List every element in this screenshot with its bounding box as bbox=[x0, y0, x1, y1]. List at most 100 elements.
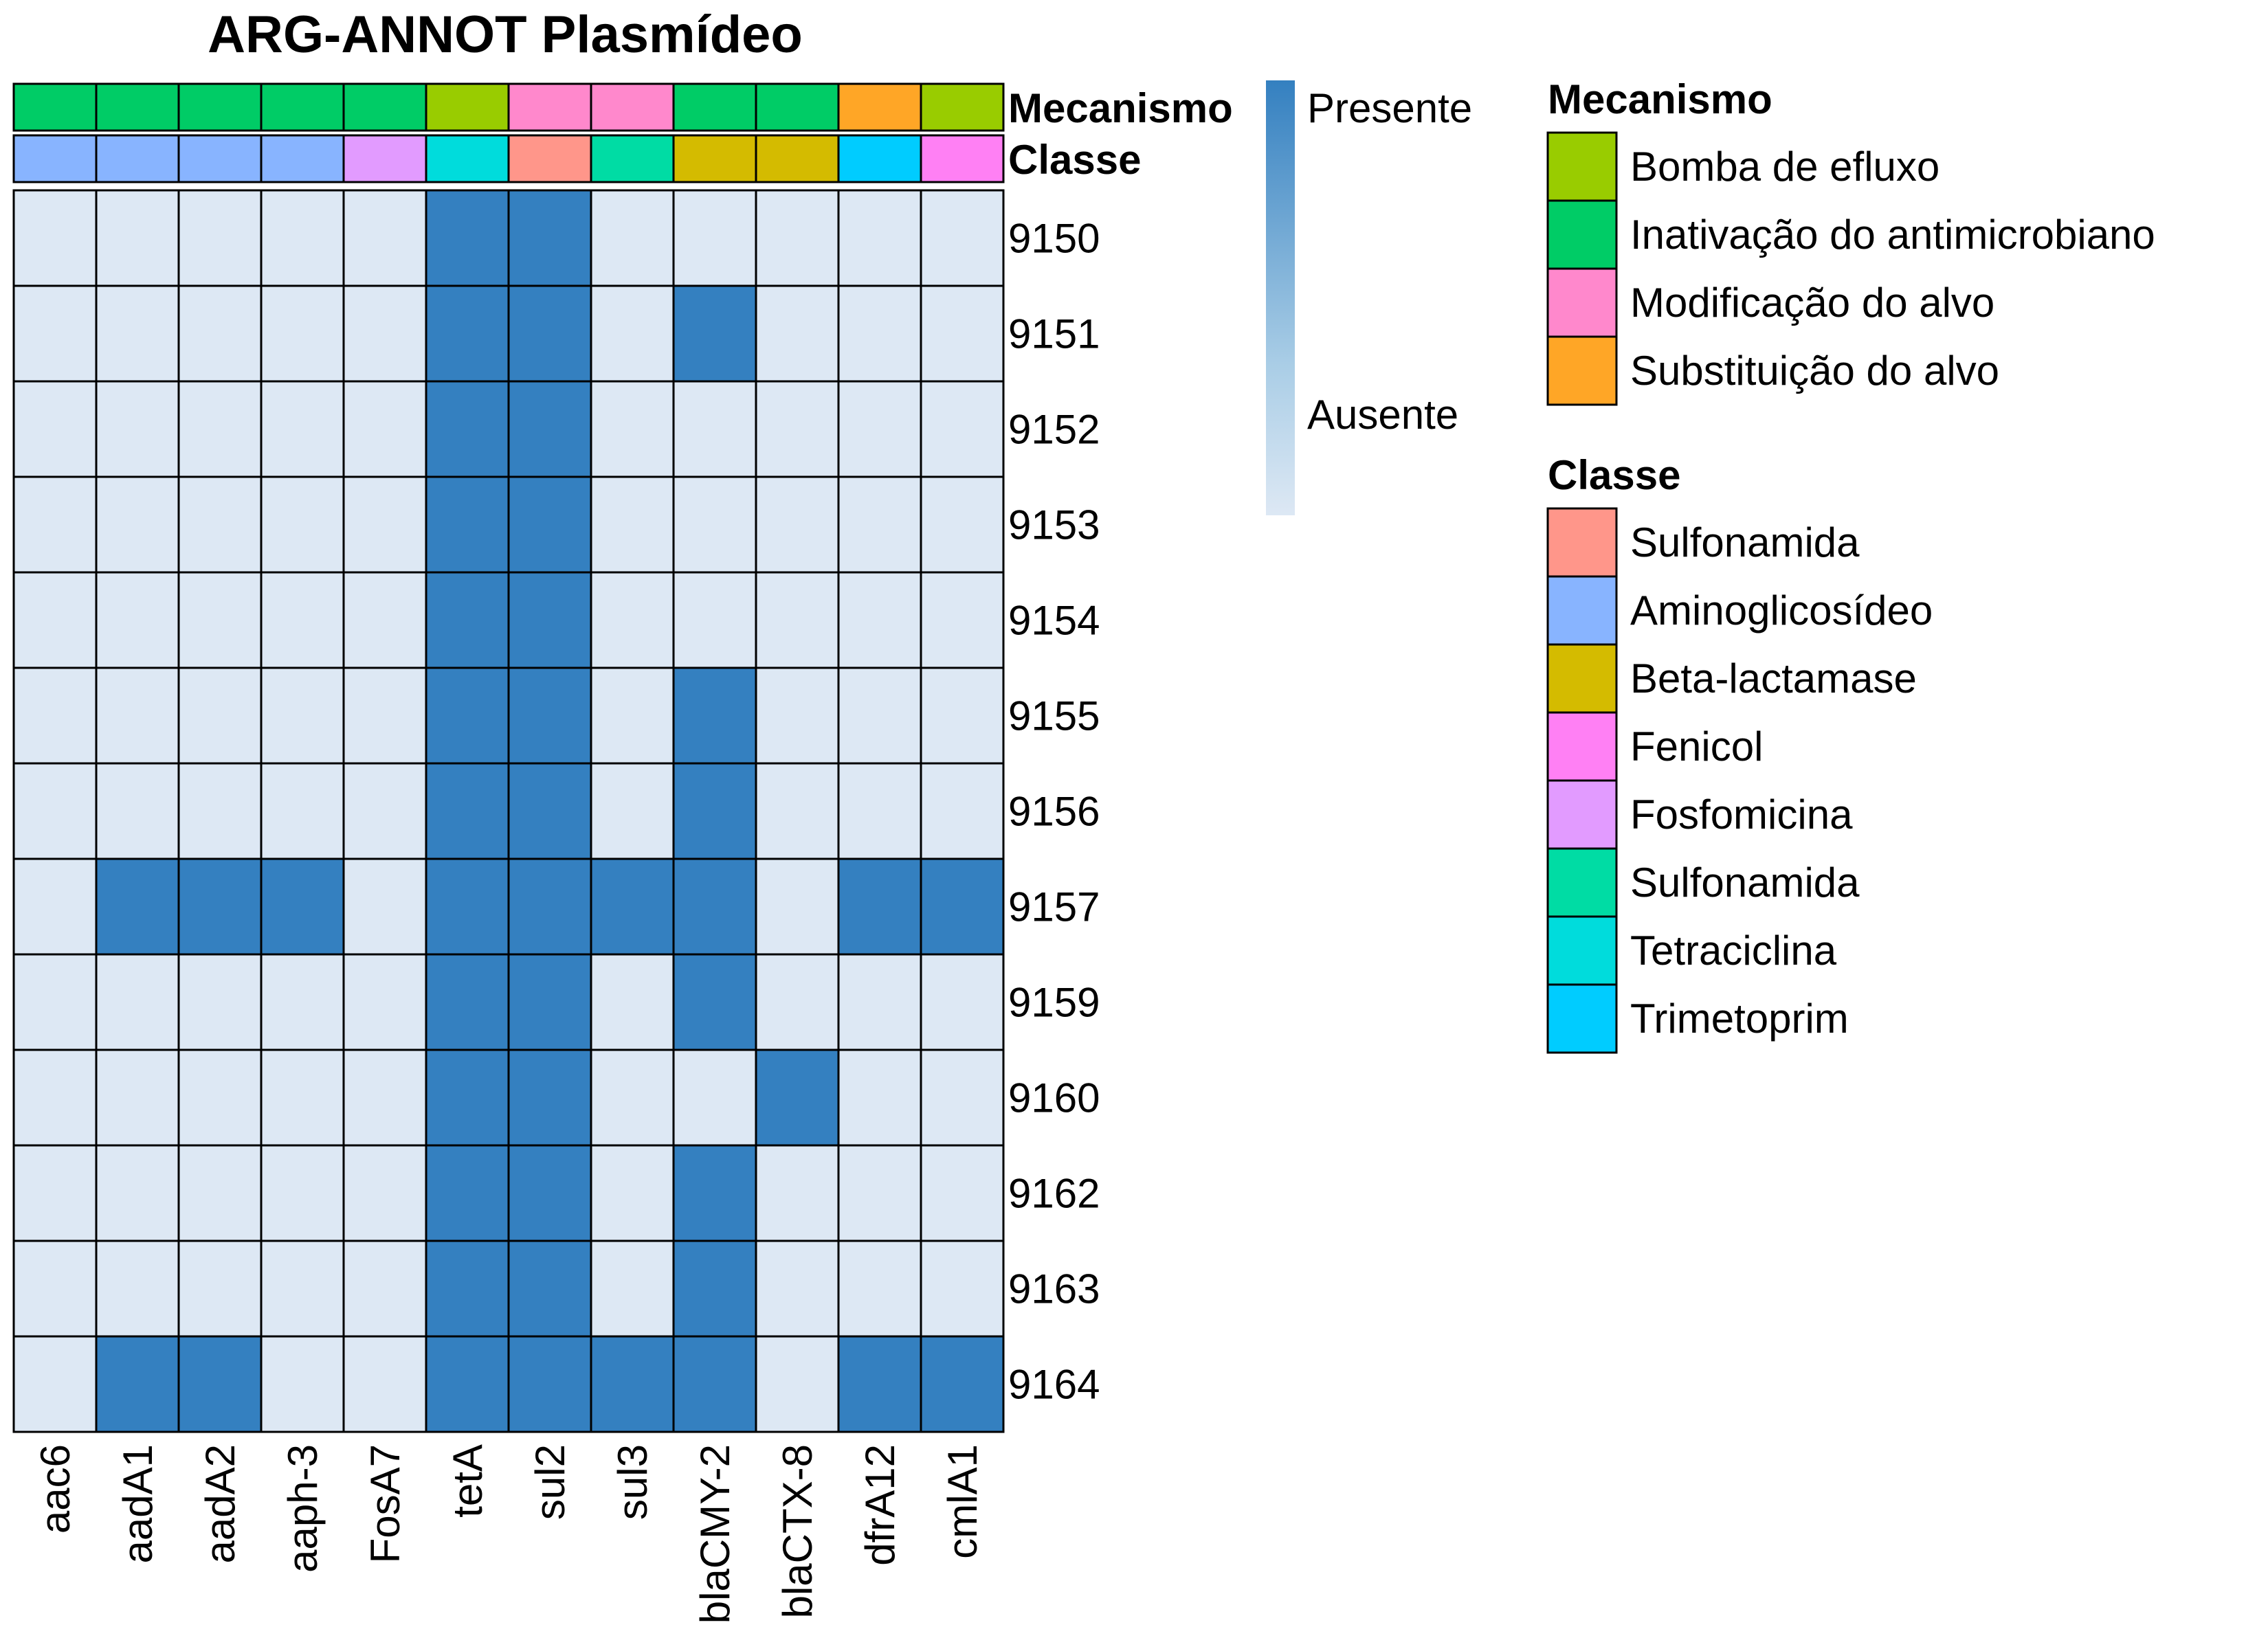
heatmap-cell-9159-blaCMY-2 bbox=[672, 953, 757, 1051]
classe-cell-FosA7 bbox=[342, 134, 427, 183]
heatmap-cell-9152-blaCTX-8 bbox=[755, 380, 840, 478]
heatmap-cell-9164-blaCTX-8 bbox=[755, 1335, 840, 1433]
heatmap-cell-9155-FosA7 bbox=[342, 666, 427, 765]
heatmap-cell-9163-FosA7 bbox=[342, 1239, 427, 1338]
heatmap-cell-9159-aaph-3 bbox=[260, 953, 345, 1051]
heatmap-cell-9162-blaCMY-2 bbox=[672, 1144, 757, 1242]
heatmap-cell-9162-sul3 bbox=[590, 1144, 675, 1242]
legend-swatch bbox=[1546, 847, 1618, 918]
heatmap-cell-9154-aadA1 bbox=[95, 571, 180, 669]
heatmap-cell-9153-FosA7 bbox=[342, 475, 427, 574]
classe-cell-sul3 bbox=[590, 134, 675, 183]
heatmap-cell-9162-aac6 bbox=[12, 1144, 98, 1242]
heatmap-cell-9164-cmlA1 bbox=[920, 1335, 1005, 1433]
heatmap-cell-9151-aadA1 bbox=[95, 284, 180, 383]
heatmap-cell-9164-sul2 bbox=[507, 1335, 592, 1433]
classe-annotation-bar bbox=[12, 134, 1005, 183]
legend-classe-items: Sulfonamida Aminoglicosídeo Beta-lactamase… bbox=[1546, 507, 1933, 1054]
heatmap-cell-9162-sul2 bbox=[507, 1144, 592, 1242]
heatmap-cell-9162-blaCTX-8 bbox=[755, 1144, 840, 1242]
heatmap-cell-9150-sul3 bbox=[590, 189, 675, 287]
heatmap-cell-9150-dfrA12 bbox=[837, 189, 922, 287]
heatmap-cell-9152-sul2 bbox=[507, 380, 592, 478]
heatmap-cell-9151-blaCMY-2 bbox=[672, 284, 757, 383]
legend-mecanismo-items: Bomba de efluxo Inativação do antimicrobi… bbox=[1546, 131, 2155, 406]
heatmap-cell-9153-aadA1 bbox=[95, 475, 180, 574]
heatmap-cell-9163-dfrA12 bbox=[837, 1239, 922, 1338]
classe-cell-aaph-3 bbox=[260, 134, 345, 183]
column-labels: aac6 aadA1 aadA2 aaph-3 FosA7 tetA sul2 sul3 bla… bbox=[32, 1444, 986, 1624]
heatmap-cell-9150-aaph-3 bbox=[260, 189, 345, 287]
heatmap-cell-9159-aadA2 bbox=[177, 953, 263, 1051]
heatmap-cell-9155-blaCMY-2 bbox=[672, 666, 757, 765]
heatmap-cell-9153-sul2 bbox=[507, 475, 592, 574]
heatmap-cell-9157-FosA7 bbox=[342, 857, 427, 956]
heatmap-cell-9151-sul2 bbox=[507, 284, 592, 383]
legend-swatch bbox=[1546, 507, 1618, 578]
classe-cell-aadA1 bbox=[95, 134, 180, 183]
heatmap-cell-9163-aadA2 bbox=[177, 1239, 263, 1338]
heatmap-cell-9159-tetA bbox=[425, 953, 510, 1051]
legend-label: Substituição do alvo bbox=[1630, 348, 1999, 394]
heatmap-cell-9153-sul3 bbox=[590, 475, 675, 574]
heatmap-cell-9151-aadA2 bbox=[177, 284, 263, 383]
row-label: 9150 bbox=[1008, 216, 1100, 262]
heatmap-cell-9157-blaCTX-8 bbox=[755, 857, 840, 956]
scale-label-presente: Presente bbox=[1307, 85, 1472, 131]
heatmap-cell-9162-aadA2 bbox=[177, 1144, 263, 1242]
heatmap-cell-9152-blaCMY-2 bbox=[672, 380, 757, 478]
row-label: 9155 bbox=[1008, 693, 1100, 739]
heatmap-cell-9164-aac6 bbox=[12, 1335, 98, 1433]
heatmap-cell-9155-aadA1 bbox=[95, 666, 180, 765]
heatmap-cell-9153-aac6 bbox=[12, 475, 98, 574]
heatmap-cell-9153-cmlA1 bbox=[920, 475, 1005, 574]
legend-label: Inativação do antimicrobiano bbox=[1630, 212, 2155, 258]
mecanismo-cell-aaph-3 bbox=[260, 82, 345, 132]
legend-label: Beta-lactamase bbox=[1630, 655, 1917, 702]
mecanismo-cell-sul3 bbox=[590, 82, 675, 132]
heatmap-cell-9157-aadA1 bbox=[95, 857, 180, 956]
heatmap-cell-9154-aadA2 bbox=[177, 571, 263, 669]
column-label: aac6 bbox=[32, 1444, 78, 1534]
heatmap-cell-9160-aac6 bbox=[12, 1048, 98, 1147]
legend-label: Trimetoprim bbox=[1630, 996, 1849, 1042]
legend-swatch bbox=[1546, 711, 1618, 782]
mecanismo-annotation-bar bbox=[12, 82, 1005, 132]
legend-swatch bbox=[1546, 267, 1618, 338]
heatmap-cell-9156-sul2 bbox=[507, 762, 592, 860]
row-label: 9153 bbox=[1008, 502, 1100, 548]
heatmap-cell-9160-cmlA1 bbox=[920, 1048, 1005, 1147]
heatmap-cell-9153-blaCTX-8 bbox=[755, 475, 840, 574]
classe-cell-aadA2 bbox=[177, 134, 263, 183]
classe-cell-cmlA1 bbox=[920, 134, 1005, 183]
heatmap-cell-9152-cmlA1 bbox=[920, 380, 1005, 478]
heatmap-cells bbox=[12, 189, 1005, 1433]
legend-classe-title: Classe bbox=[1548, 452, 1680, 498]
heatmap-cell-9157-sul2 bbox=[507, 857, 592, 956]
classe-cell-blaCTX-8 bbox=[755, 134, 840, 183]
heatmap-cell-9154-blaCMY-2 bbox=[672, 571, 757, 669]
legend-mecanismo-title: Mecanismo bbox=[1548, 76, 1772, 122]
mecanismo-cell-aadA1 bbox=[95, 82, 180, 132]
heatmap-cell-9153-blaCMY-2 bbox=[672, 475, 757, 574]
heatmap-cell-9150-blaCMY-2 bbox=[672, 189, 757, 287]
heatmap-cell-9153-dfrA12 bbox=[837, 475, 922, 574]
heatmap-cell-9154-tetA bbox=[425, 571, 510, 669]
heatmap-cell-9154-blaCTX-8 bbox=[755, 571, 840, 669]
heatmap-cell-9160-aadA1 bbox=[95, 1048, 180, 1147]
heatmap-cell-9160-FosA7 bbox=[342, 1048, 427, 1147]
heatmap-cell-9154-aaph-3 bbox=[260, 571, 345, 669]
color-scale-bar bbox=[1266, 80, 1295, 515]
heatmap-cell-9152-dfrA12 bbox=[837, 380, 922, 478]
legend-label: Aminoglicosídeo bbox=[1630, 587, 1933, 633]
mecanismo-cell-dfrA12 bbox=[837, 82, 922, 132]
heatmap-cell-9163-blaCTX-8 bbox=[755, 1239, 840, 1338]
heatmap-cell-9164-aaph-3 bbox=[260, 1335, 345, 1433]
classe-cell-dfrA12 bbox=[837, 134, 922, 183]
heatmap-cell-9164-blaCMY-2 bbox=[672, 1335, 757, 1433]
heatmap-cell-9155-aaph-3 bbox=[260, 666, 345, 765]
heatmap-cell-9155-aadA2 bbox=[177, 666, 263, 765]
legend-swatch bbox=[1546, 779, 1618, 850]
heatmap-cell-9164-aadA2 bbox=[177, 1335, 263, 1433]
